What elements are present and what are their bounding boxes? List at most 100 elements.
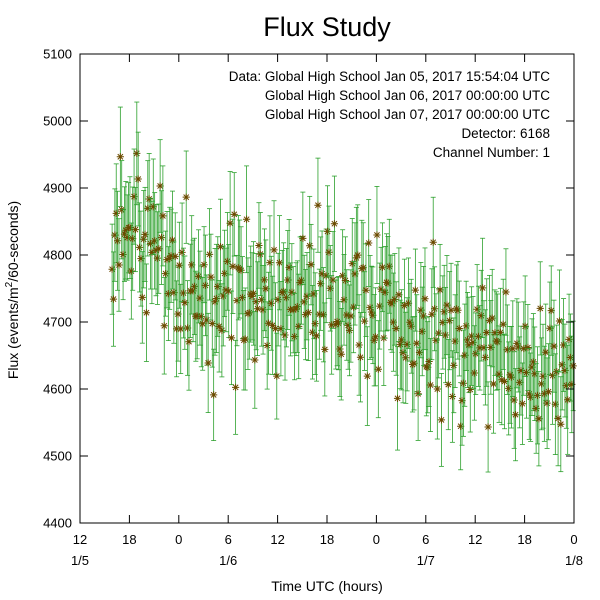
star-marker	[269, 321, 277, 329]
data-point	[115, 218, 123, 312]
star-marker	[314, 201, 322, 209]
star-marker	[256, 250, 264, 258]
star-marker	[227, 334, 236, 342]
data-point	[369, 266, 377, 365]
star-marker	[473, 305, 481, 313]
info-line: Channel Number: 1	[433, 145, 550, 160]
star-marker	[142, 309, 151, 317]
data-point	[314, 157, 322, 253]
star-marker	[203, 316, 211, 324]
star-marker	[145, 195, 153, 203]
star-marker	[179, 289, 188, 297]
star-marker	[350, 303, 358, 311]
star-marker	[491, 329, 499, 337]
y-tick-label: 5000	[43, 114, 72, 129]
data-point	[178, 202, 186, 303]
star-marker	[469, 338, 477, 346]
data-point	[321, 302, 329, 397]
star-marker	[174, 310, 182, 318]
star-marker	[300, 298, 308, 306]
star-marker	[511, 411, 520, 419]
star-marker	[436, 286, 444, 294]
star-marker	[557, 420, 565, 428]
data-point	[185, 292, 193, 391]
star-marker	[216, 243, 225, 251]
star-marker	[455, 324, 463, 333]
star-marker	[329, 276, 337, 284]
star-marker	[336, 345, 344, 353]
data-point	[267, 255, 275, 351]
star-marker	[484, 423, 492, 431]
star-marker	[308, 328, 317, 336]
star-marker	[451, 337, 459, 345]
star-marker	[153, 254, 161, 262]
data-point	[547, 265, 555, 356]
star-marker	[242, 215, 251, 223]
star-marker	[406, 318, 414, 326]
star-marker	[391, 295, 399, 303]
star-marker	[304, 309, 312, 317]
data-point	[312, 290, 321, 382]
star-marker	[222, 286, 230, 294]
star-marker	[481, 353, 489, 361]
data-point	[495, 325, 503, 423]
star-marker	[533, 391, 542, 399]
data-point	[288, 243, 296, 342]
star-marker	[218, 326, 226, 334]
data-point	[274, 252, 282, 347]
star-marker	[181, 299, 189, 307]
star-marker	[544, 388, 553, 396]
star-marker	[311, 320, 319, 328]
star-marker	[325, 248, 333, 256]
star-marker	[370, 336, 378, 344]
data-point	[177, 283, 185, 374]
star-marker	[307, 261, 315, 269]
data-point	[223, 212, 231, 311]
data-point	[144, 160, 152, 257]
data-point	[557, 376, 565, 473]
x-axis-label: Time UTC (hours)	[271, 578, 383, 594]
data-point	[166, 206, 174, 310]
star-marker	[454, 306, 462, 314]
star-marker	[538, 380, 546, 388]
star-marker	[130, 193, 138, 201]
star-marker	[171, 252, 179, 260]
data-point	[443, 255, 451, 356]
star-marker	[120, 230, 129, 238]
star-marker	[392, 324, 400, 333]
data-point	[455, 280, 463, 377]
star-marker	[495, 370, 503, 378]
star-marker	[362, 286, 370, 294]
data-point	[181, 255, 189, 350]
data-point	[476, 305, 484, 391]
info-line: Detector: 6168	[461, 126, 550, 141]
data-point	[348, 218, 356, 310]
data-point	[555, 269, 564, 373]
star-marker	[531, 370, 539, 378]
star-marker	[323, 227, 332, 235]
data-point	[396, 299, 404, 390]
star-marker	[251, 356, 259, 364]
star-marker	[459, 379, 467, 387]
star-marker	[219, 292, 227, 300]
star-marker	[433, 385, 441, 393]
data-point	[559, 298, 568, 392]
data-point	[319, 267, 328, 363]
star-marker	[415, 348, 424, 356]
data-point	[356, 312, 365, 403]
star-marker	[155, 245, 163, 253]
y-tick-label: 4800	[43, 248, 72, 263]
star-marker	[277, 325, 285, 333]
star-marker	[249, 289, 258, 298]
star-marker	[322, 272, 330, 280]
star-marker	[373, 231, 381, 239]
star-marker	[399, 348, 407, 357]
star-marker	[288, 288, 296, 296]
star-marker	[280, 287, 288, 295]
data-point	[284, 230, 292, 330]
star-marker	[421, 295, 429, 303]
star-marker	[417, 306, 425, 314]
data-point	[194, 229, 203, 324]
star-marker	[542, 348, 550, 356]
y-axis-label-tail: /60-seconds)	[5, 201, 21, 282]
